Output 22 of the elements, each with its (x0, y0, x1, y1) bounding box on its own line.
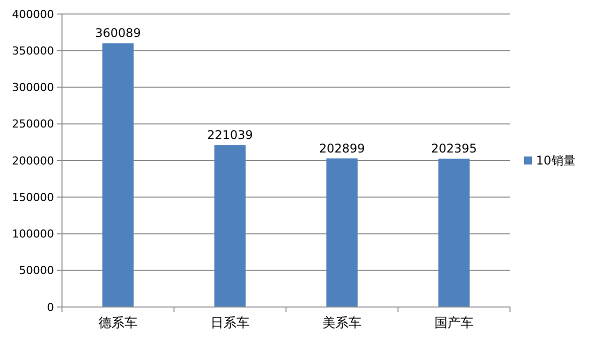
x-tick-label: 日系车 (210, 316, 250, 331)
y-tick-label: 300000 (12, 81, 54, 94)
bar (438, 158, 470, 307)
x-tick-label: 国产车 (434, 316, 474, 331)
y-tick-label: 250000 (12, 118, 54, 131)
y-tick-label: 50000 (19, 264, 54, 278)
x-tick-label: 德系车 (98, 316, 138, 331)
legend-label: 10销量 (536, 154, 576, 168)
x-tick-label: 美系车 (322, 315, 362, 331)
y-tick-label: 100000 (12, 228, 54, 241)
data-label: 202395 (431, 142, 477, 156)
bar (214, 145, 246, 307)
data-label: 221039 (207, 128, 253, 142)
y-tick-label: 350000 (12, 44, 54, 58)
data-label: 202899 (319, 141, 365, 156)
y-tick-label: 400000 (12, 8, 54, 21)
y-tick-label: 200000 (12, 154, 54, 168)
y-tick-label: 150000 (12, 190, 54, 204)
y-tick-label: 0 (47, 300, 54, 314)
bar (102, 43, 134, 307)
data-label: 360089 (95, 26, 141, 40)
bar (326, 158, 358, 307)
